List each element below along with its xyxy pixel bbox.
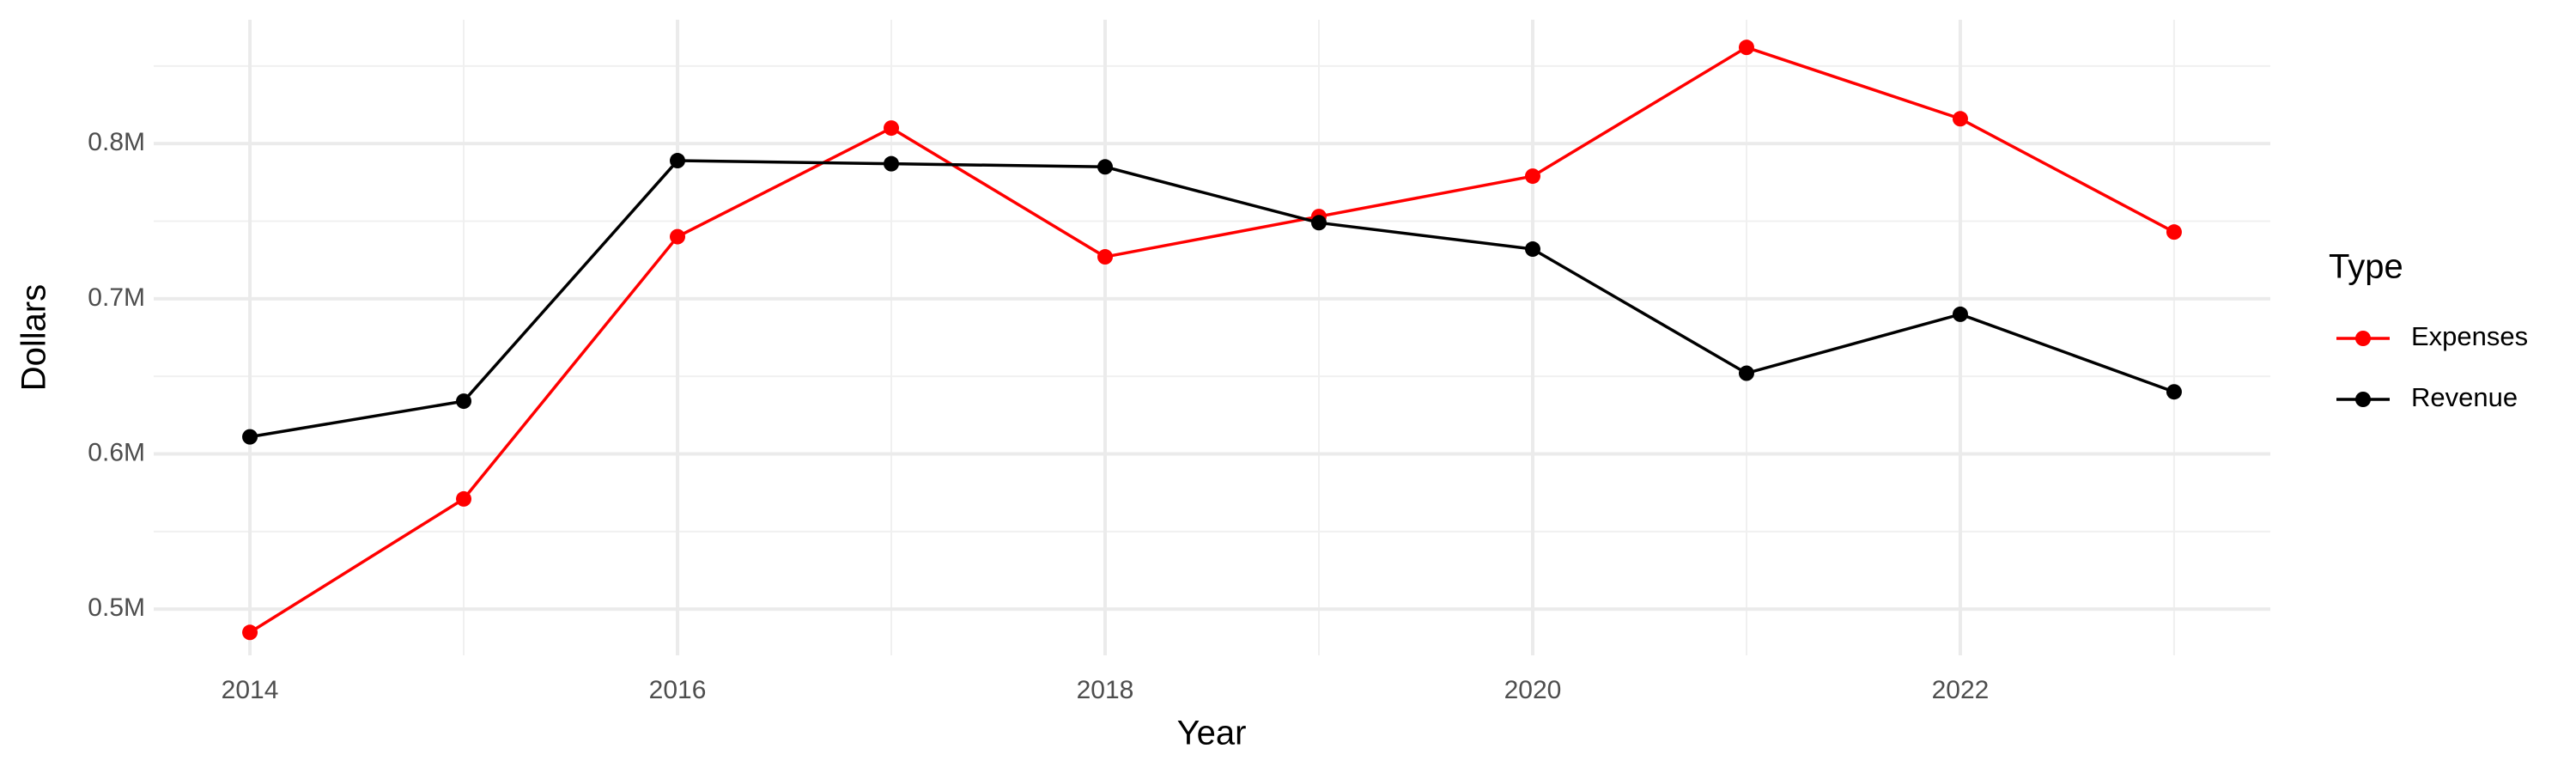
data-point [1097, 249, 1114, 265]
data-point [1310, 215, 1327, 231]
y-tick-label: 0.7M [88, 283, 145, 312]
data-point [884, 155, 900, 172]
legend-label: Expenses [2411, 321, 2528, 351]
series-line [249, 159, 2175, 439]
data-point [670, 153, 686, 169]
data-point [242, 429, 258, 445]
y-tick-label: 0.5M [88, 593, 145, 622]
data-point [1952, 306, 1968, 322]
x-axis-title: Year [1177, 715, 1247, 752]
y-tick-label: 0.8M [88, 128, 145, 156]
data-point [1524, 241, 1540, 258]
data-point [2166, 384, 2182, 400]
legend-title: Type [2329, 248, 2403, 286]
x-tick-label: 2020 [1504, 676, 1562, 704]
data-point [2166, 224, 2182, 240]
data-point [1738, 40, 1754, 56]
x-tick-label: 2014 [222, 676, 279, 704]
legend-key [2355, 392, 2371, 407]
data-point [242, 624, 258, 641]
x-tick-label: 2016 [649, 676, 707, 704]
data-point [884, 120, 900, 137]
y-tick-label: 0.6M [88, 438, 145, 466]
data-point [456, 490, 472, 507]
data-point [1952, 111, 1968, 127]
legend-key [2355, 331, 2371, 346]
legend-label: Revenue [2411, 382, 2518, 412]
y-axis-title: Dollars [15, 284, 53, 391]
data-point [670, 228, 686, 245]
data-point [1097, 159, 1114, 175]
x-tick-label: 2022 [1932, 676, 1990, 704]
x-tick-label: 2018 [1077, 676, 1134, 704]
data-point [1738, 365, 1754, 381]
series-line [249, 46, 2175, 634]
data-point [1524, 168, 1540, 185]
data-point [456, 393, 472, 410]
